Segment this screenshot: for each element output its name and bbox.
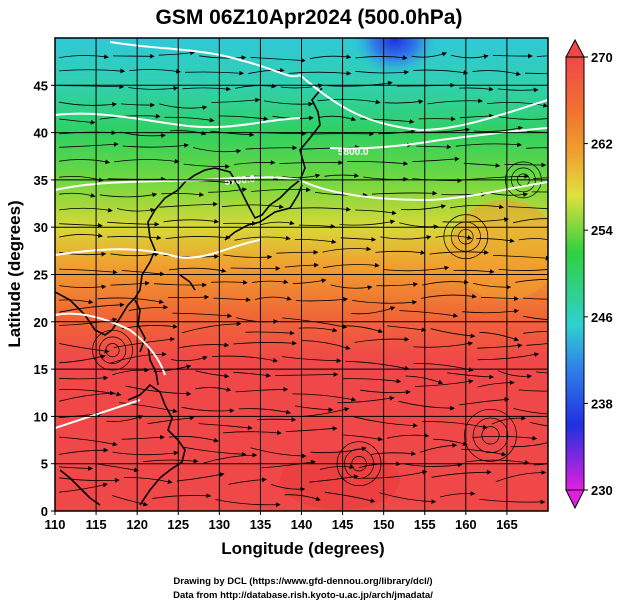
colorbar-tick-label: 246 xyxy=(591,310,613,325)
x-axis-ticks: 110 115 120 125 130 135 140 145 150 155 160 165 xyxy=(45,511,518,532)
x-tick-label: 140 xyxy=(291,517,313,532)
y-tick-label: 0 xyxy=(41,504,48,519)
x-tick-label: 165 xyxy=(496,517,518,532)
y-tick-label: 10 xyxy=(34,409,48,424)
y-tick-label: 30 xyxy=(34,220,48,235)
x-tick-label: 160 xyxy=(455,517,477,532)
credit-line-2: Data from http://database.rish.kyoto-u.a… xyxy=(173,590,433,601)
x-tick-label: 110 xyxy=(45,517,66,532)
y-tick-label: 15 xyxy=(34,362,48,377)
x-tick-label: 150 xyxy=(373,517,395,532)
x-tick-label: 120 xyxy=(126,517,148,532)
colorbar: 270 262 254 246 238 230 xyxy=(566,40,613,508)
y-tick-label: 40 xyxy=(34,126,48,141)
y-axis-label: Latitude (degrees) xyxy=(5,200,24,347)
colorbar-tick-label: 254 xyxy=(591,223,613,238)
y-tick-label: 35 xyxy=(34,173,48,188)
x-axis-label: Longitude (degrees) xyxy=(221,539,384,558)
colorbar-ticks: 270 262 254 246 238 230 xyxy=(584,50,613,498)
colorbar-top-triangle xyxy=(566,40,584,57)
colorbar-bottom-triangle xyxy=(566,490,584,508)
credit-line-1: Drawing by DCL (https://www.gfd-dennou.o… xyxy=(173,576,432,587)
y-axis-ticks: 0 5 10 15 20 25 30 35 40 45 xyxy=(34,78,55,519)
x-tick-label: 125 xyxy=(167,517,189,532)
colorbar-tick-label: 270 xyxy=(591,50,613,65)
y-tick-label: 25 xyxy=(34,268,48,283)
chart-title: GSM 06Z10Apr2024 (500.0hPa) xyxy=(156,6,463,29)
y-tick-label: 20 xyxy=(34,315,48,330)
colorbar-tick-label: 262 xyxy=(591,137,613,152)
x-tick-label: 155 xyxy=(414,517,436,532)
y-tick-label: 5 xyxy=(41,457,48,472)
y-tick-label: 45 xyxy=(34,78,48,93)
x-tick-label: 130 xyxy=(208,517,230,532)
x-tick-label: 135 xyxy=(250,517,272,532)
warm-blob-south xyxy=(280,450,400,510)
colorbar-gradient xyxy=(566,57,584,490)
colorbar-tick-label: 230 xyxy=(591,483,613,498)
x-tick-label: 115 xyxy=(86,517,107,532)
plot-area: 5700.0 5800.0 xyxy=(55,2,597,511)
colorbar-tick-label: 238 xyxy=(591,396,613,411)
x-tick-label: 145 xyxy=(332,517,354,532)
